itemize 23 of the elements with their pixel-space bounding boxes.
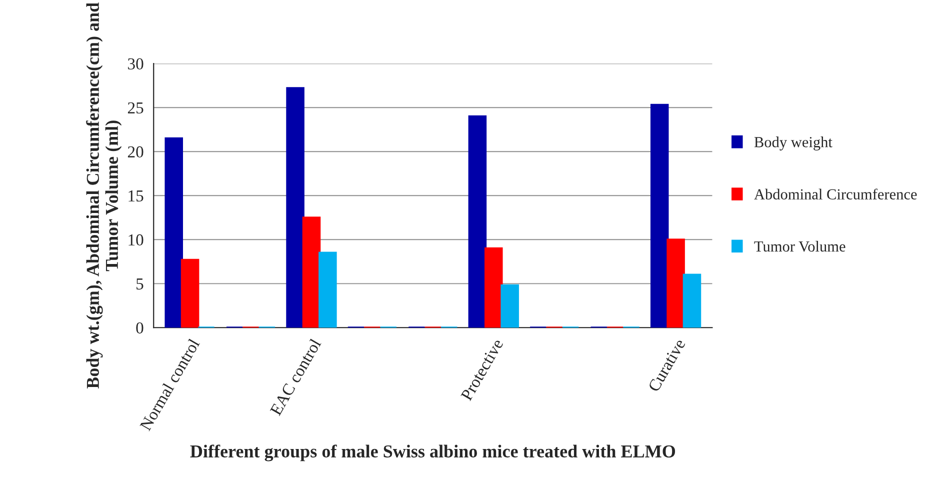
bar [484,247,503,328]
legend-label: Abdominal Circumference [754,188,917,200]
legend-label: Tumor Volume [754,240,846,252]
bar [318,252,337,328]
bar [682,274,702,328]
x-axis-title: Different groups of male Swiss albino mice treated with ELMO [190,444,676,462]
bar [180,258,200,328]
y-tick-label: 15 [128,190,144,202]
bar [500,284,519,328]
y-tick-label: 5 [136,278,144,290]
y-axis-title: Body wt.(gm), Abdominal Circumference(cm) and Tumor Volume (ml) [86,2,122,389]
bar [666,238,685,328]
bar [302,216,321,328]
bar [286,87,304,328]
y-tick-label: 25 [128,102,144,114]
legend-label: Body weight [754,136,832,150]
bar [650,104,669,328]
y-tick-label: 30 [128,58,144,70]
y-tick-label: 0 [136,322,144,334]
bar [164,137,183,328]
y-tick-label: 20 [128,146,144,158]
y-tick-label: 10 [128,234,144,246]
bar [468,115,487,328]
